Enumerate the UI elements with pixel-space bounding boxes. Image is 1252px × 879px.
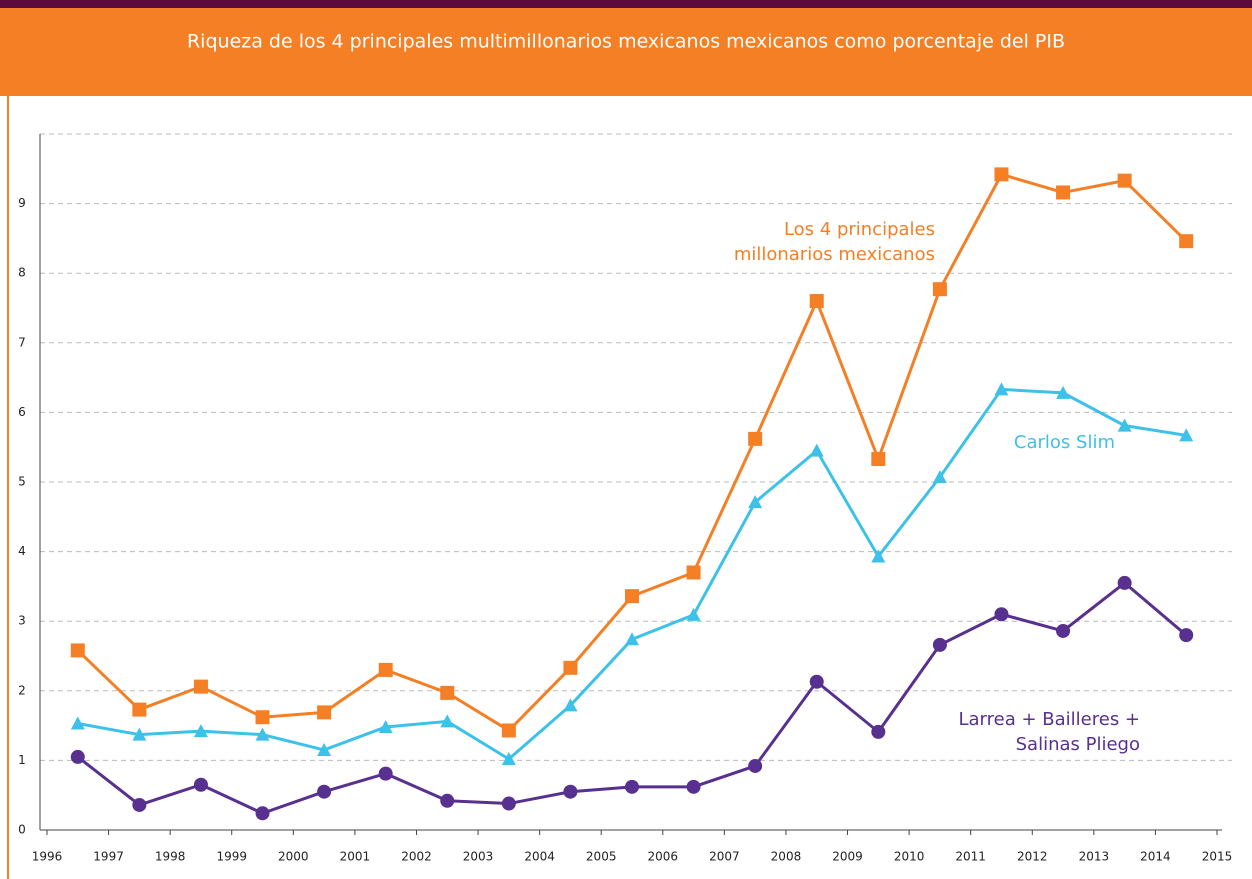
marker <box>625 589 639 604</box>
marker <box>1056 385 1071 399</box>
marker <box>1179 428 1194 442</box>
x-tick-label: 2007 <box>709 850 740 864</box>
marker <box>193 777 208 792</box>
marker <box>748 758 763 773</box>
marker <box>255 727 270 741</box>
marker <box>932 282 947 297</box>
marker <box>871 549 886 563</box>
marker <box>994 382 1009 396</box>
marker <box>932 470 947 484</box>
y-tick-label: 2 <box>18 683 26 697</box>
marker <box>994 607 1009 622</box>
chart-title: Riqueza de los 4 principales multimillon… <box>187 31 1065 53</box>
x-tick-label: 2002 <box>401 850 432 864</box>
marker <box>317 705 332 720</box>
y-tick-label: 5 <box>18 475 26 489</box>
marker <box>440 685 455 700</box>
marker <box>378 662 393 677</box>
marker <box>686 565 701 580</box>
marker <box>748 495 763 509</box>
marker <box>871 724 886 739</box>
marker <box>193 679 208 694</box>
marker <box>563 698 578 712</box>
x-tick-label: 2004 <box>524 850 555 864</box>
series-label: millonarios mexicanos <box>734 244 935 265</box>
marker <box>378 766 393 781</box>
marker <box>70 643 85 658</box>
marker <box>193 724 208 738</box>
x-tick-label: 1996 <box>32 850 63 864</box>
x-tick-label: 2014 <box>1140 850 1171 864</box>
marker <box>132 702 147 717</box>
marker <box>501 723 516 738</box>
series-label: Salinas Pliego <box>1016 734 1140 755</box>
marker <box>563 784 578 799</box>
y-tick-label: 8 <box>18 266 26 280</box>
marker <box>686 607 701 621</box>
marker <box>932 637 947 652</box>
y-tick-label: 0 <box>18 823 26 837</box>
y-tick-label: 4 <box>18 544 26 558</box>
x-tick-label: 2011 <box>955 850 986 864</box>
marker <box>1117 418 1132 432</box>
marker <box>1179 234 1194 249</box>
series-label: Carlos Slim <box>1014 432 1115 453</box>
y-tick-label: 6 <box>18 405 26 419</box>
marker <box>809 674 824 689</box>
header-band <box>0 8 1252 96</box>
y-tick-label: 9 <box>18 196 26 210</box>
x-tick-label: 2015 <box>1202 850 1233 864</box>
y-tick-label: 1 <box>18 753 26 767</box>
marker <box>70 749 85 764</box>
marker <box>440 793 455 808</box>
marker <box>809 294 824 309</box>
x-tick-label: 2010 <box>894 850 925 864</box>
marker <box>440 714 455 728</box>
x-tick-label: 1997 <box>93 850 124 864</box>
x-tick-label: 2003 <box>463 850 494 864</box>
marker <box>809 443 824 457</box>
marker <box>1056 185 1071 200</box>
x-tick-label: 2009 <box>832 850 863 864</box>
series-line <box>76 580 1188 815</box>
marker <box>317 784 332 799</box>
marker <box>132 797 147 812</box>
left-border <box>7 96 9 879</box>
x-tick-label: 2013 <box>1079 850 1110 864</box>
x-tick-label: 2006 <box>648 850 679 864</box>
x-tick-label: 2001 <box>340 850 371 864</box>
marker <box>255 710 270 725</box>
y-tick-label: 7 <box>18 335 26 349</box>
x-tick-label: 2008 <box>771 850 802 864</box>
x-tick-label: 1999 <box>216 850 247 864</box>
marker <box>1117 575 1132 590</box>
marker <box>70 716 85 730</box>
x-tick-label: 2000 <box>278 850 309 864</box>
marker <box>317 742 332 756</box>
marker <box>625 779 639 794</box>
top-strip <box>0 0 1252 8</box>
marker <box>1179 628 1194 643</box>
marker <box>132 727 147 741</box>
marker <box>563 660 578 675</box>
marker <box>1117 173 1132 188</box>
marker <box>994 167 1009 182</box>
marker <box>748 431 763 446</box>
marker <box>1056 623 1071 638</box>
marker <box>501 796 516 811</box>
series-label: Larrea + Bailleres + <box>959 709 1141 730</box>
marker <box>686 779 701 794</box>
marker <box>501 752 516 766</box>
y-tick-label: 3 <box>18 614 26 628</box>
marker <box>255 806 270 821</box>
x-tick-label: 2012 <box>1017 850 1048 864</box>
marker <box>378 719 393 733</box>
marker <box>625 632 639 646</box>
x-tick-label: 1998 <box>155 850 186 864</box>
x-tick-label: 2005 <box>586 850 617 864</box>
marker <box>871 452 886 467</box>
series-label: Los 4 principales <box>784 219 935 240</box>
